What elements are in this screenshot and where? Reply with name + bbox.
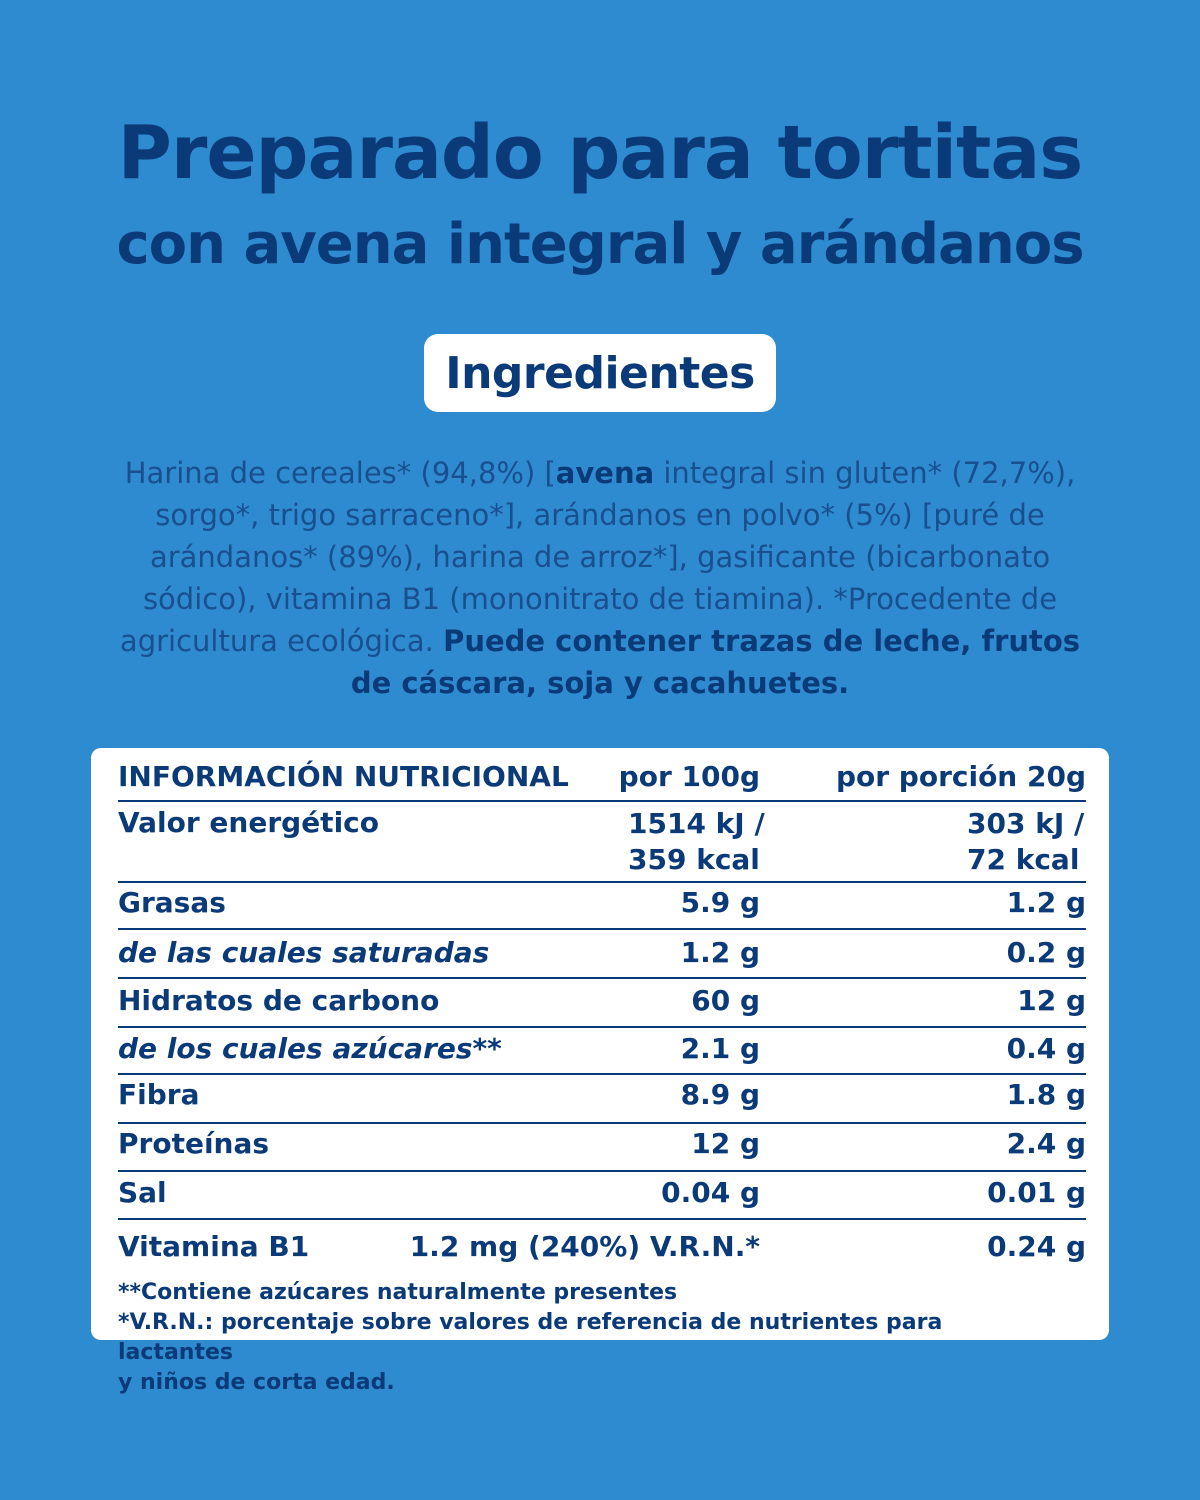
row-per100: 5.9 g [680, 886, 760, 919]
divider [118, 977, 1086, 979]
header-label: INFORMACIÓN NUTRICIONAL [118, 760, 569, 793]
energy-per100: 1514 kJ / 359 kcal [628, 806, 765, 878]
nutrition-table: INFORMACIÓN NUTRICIONAL por 100g por por… [91, 748, 1109, 1395]
row-portion: 0.2 g [1006, 936, 1086, 969]
vitamin-per100: 1.2 mg (240%) V.R.N.* [409, 1230, 760, 1263]
divider [118, 800, 1086, 802]
energy-portion-kcal: 72 kcal [967, 843, 1080, 876]
vitamin-label: Vitamina B1 [118, 1230, 310, 1263]
energy-per100-kj: 1514 kJ / [628, 807, 765, 840]
row-portion: 1.2 g [1006, 886, 1086, 919]
row-per100: 12 g [691, 1127, 760, 1160]
divider [118, 1218, 1086, 1220]
divider [118, 928, 1086, 930]
footnote-vrn-line2: y niños de corta edad. [118, 1370, 395, 1395]
row-per100: 60 g [691, 984, 760, 1017]
divider [118, 1026, 1086, 1028]
row-per100: 2.1 g [680, 1032, 760, 1065]
row-per100: 1.2 g [680, 936, 760, 969]
energy-portion: 303 kJ / 72 kcal [967, 806, 1084, 878]
ingredients-traces-warning: Puede contener trazas de leche, frutos d… [350, 624, 1081, 700]
ingredients-heading: Ingredientes [445, 347, 755, 399]
row-per100: 0.04 g [661, 1176, 760, 1209]
divider [118, 1170, 1086, 1172]
row-portion: 0.4 g [1006, 1032, 1086, 1065]
product-title: Preparado para tortitas [117, 110, 1084, 196]
ingredients-text: Harina de cereales* (94,8%) [avena integ… [100, 452, 1100, 704]
energy-portion-kj: 303 kJ / [967, 807, 1085, 840]
footnote-vrn-line1: *V.R.N.: porcentaje sobre valores de ref… [118, 1310, 943, 1365]
row-label: de los cuales azúcares** [118, 1032, 502, 1065]
footnote-vrn: *V.R.N.: porcentaje sobre valores de ref… [118, 1308, 1018, 1398]
energy-per100-kcal: 359 kcal [628, 843, 760, 876]
ingredients-allergen-avena: avena [555, 456, 655, 490]
footnote-sugars: **Contiene azúcares naturalmente present… [118, 1280, 678, 1305]
divider [118, 1073, 1086, 1075]
row-portion: 0.01 g [987, 1176, 1086, 1209]
row-label: Sal [118, 1176, 167, 1209]
row-portion: 2.4 g [1006, 1127, 1086, 1160]
ingredients-part-2: integral sin gluten* (72,7%), sorgo*, tr… [119, 456, 1076, 658]
row-portion: 1.8 g [1006, 1078, 1086, 1111]
ingredients-part-1: Harina de cereales* (94,8%) [ [124, 456, 556, 490]
vitamin-portion: 0.24 g [987, 1230, 1086, 1263]
row-label: Grasas [118, 886, 226, 919]
divider [118, 1122, 1086, 1124]
row-label: Hidratos de carbono [118, 984, 440, 1017]
row-label: Proteínas [118, 1127, 270, 1160]
row-per100: 8.9 g [680, 1078, 760, 1111]
ingredients-badge: Ingredientes [424, 334, 776, 412]
header-per100: por 100g [618, 760, 760, 793]
energy-label: Valor energético [118, 806, 379, 839]
row-portion: 12 g [1017, 984, 1086, 1017]
product-subtitle: con avena integral y arándanos [116, 212, 1084, 277]
row-label: de las cuales saturadas [118, 936, 490, 969]
row-label: Fibra [118, 1078, 200, 1111]
header-portion: por porción 20g [835, 760, 1086, 793]
divider [118, 881, 1086, 883]
